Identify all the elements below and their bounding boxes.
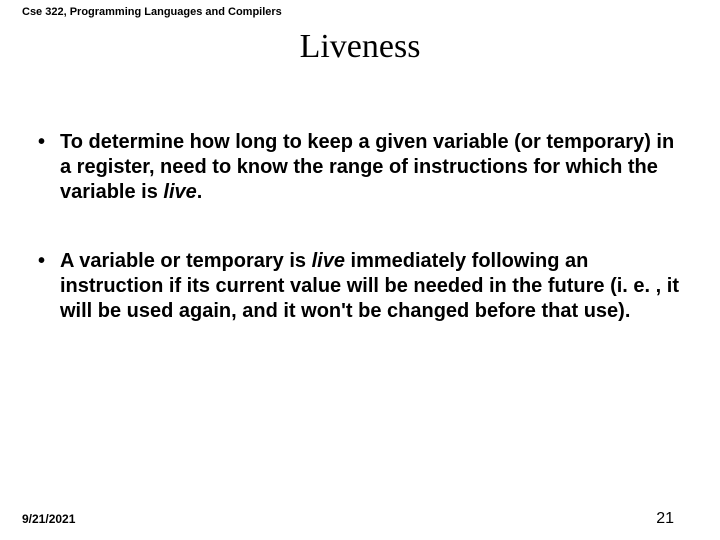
live-term: live	[312, 250, 345, 272]
bullet-item: A variable or temporary is live immediat…	[34, 249, 686, 324]
footer-date: 9/21/2021	[22, 512, 75, 526]
footer-page-number: 21	[656, 510, 674, 528]
course-header: Cse 322, Programming Languages and Compi…	[22, 6, 282, 18]
bullet-text-pre: A variable or temporary is	[60, 250, 312, 272]
slide-title: Liveness	[0, 28, 720, 66]
slide: Cse 322, Programming Languages and Compi…	[0, 0, 720, 540]
live-term: live	[163, 181, 196, 203]
bullet-list: To determine how long to keep a given va…	[34, 130, 686, 324]
bullet-text-pre: To determine how long to keep a given va…	[60, 131, 674, 203]
slide-body: To determine how long to keep a given va…	[34, 130, 686, 368]
bullet-text-post: .	[197, 181, 203, 203]
bullet-item: To determine how long to keep a given va…	[34, 130, 686, 205]
